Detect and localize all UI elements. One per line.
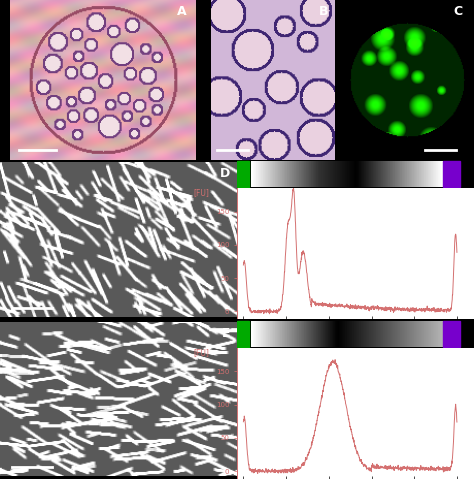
Text: G: G bbox=[469, 327, 474, 340]
Text: C: C bbox=[453, 5, 463, 18]
Text: F: F bbox=[469, 168, 474, 181]
Text: A: A bbox=[176, 5, 186, 18]
Text: D: D bbox=[219, 167, 230, 180]
Text: B: B bbox=[319, 5, 328, 18]
Y-axis label: [FU]: [FU] bbox=[193, 348, 210, 357]
Bar bbox=[443, 321, 460, 347]
Bar bbox=[237, 161, 249, 187]
Text: E: E bbox=[221, 327, 230, 340]
Bar bbox=[237, 321, 249, 347]
Bar bbox=[443, 161, 460, 187]
Y-axis label: [FU]: [FU] bbox=[193, 188, 210, 197]
